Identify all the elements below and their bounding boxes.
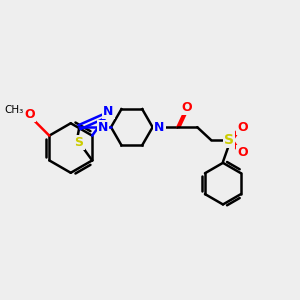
Text: S: S (74, 136, 83, 149)
Text: O: O (181, 101, 192, 114)
Text: N: N (98, 121, 108, 134)
Text: O: O (24, 108, 35, 121)
Text: O: O (238, 121, 248, 134)
Text: N: N (103, 105, 113, 118)
Text: S: S (224, 133, 234, 147)
Text: CH₃: CH₃ (4, 105, 23, 115)
Text: N: N (154, 121, 165, 134)
Text: O: O (238, 146, 248, 159)
